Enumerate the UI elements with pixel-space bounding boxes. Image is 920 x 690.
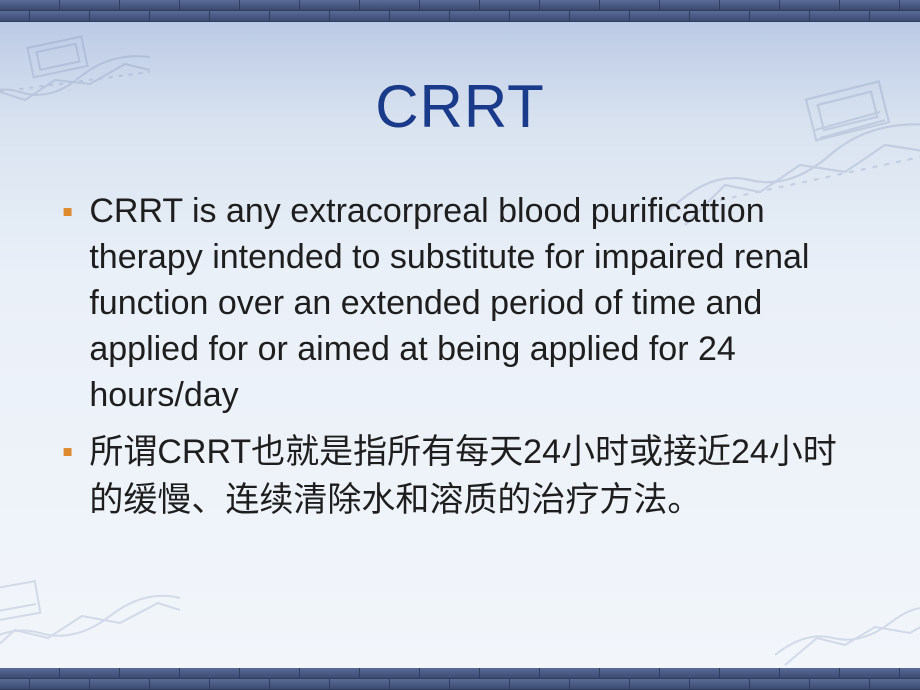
bullet-item: ▪ 所谓CRRT也就是指所有每天24小时或接近24小时的缓慢、连续清除水和溶质的… (62, 428, 862, 524)
bullet-text: CRRT is any extracorpreal blood purifica… (89, 188, 862, 418)
wall-watermark-bottom-right (775, 583, 920, 668)
wall-watermark-bottom-left (0, 568, 180, 668)
bullet-marker: ▪ (62, 188, 73, 234)
bullet-item: ▪ CRRT is any extracorpreal blood purifi… (62, 188, 862, 418)
top-border (0, 0, 920, 22)
bottom-border (0, 668, 920, 690)
bullet-text: 所谓CRRT也就是指所有每天24小时或接近24小时的缓慢、连续清除水和溶质的治疗… (89, 428, 862, 524)
slide-title: CRRT (0, 72, 920, 141)
bullet-marker: ▪ (62, 428, 73, 474)
slide-body: ▪ CRRT is any extracorpreal blood purifi… (62, 188, 862, 534)
slide: CRRT ▪ CRRT is any extracorpreal blood p… (0, 0, 920, 690)
